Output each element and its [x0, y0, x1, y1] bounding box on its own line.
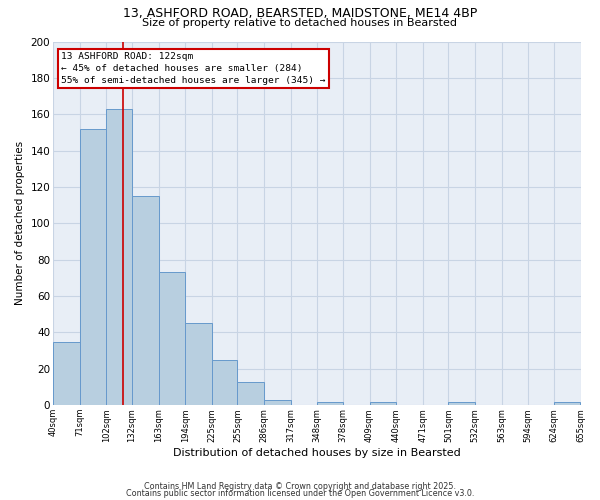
Bar — [448, 402, 475, 405]
Text: Contains HM Land Registry data © Crown copyright and database right 2025.: Contains HM Land Registry data © Crown c… — [144, 482, 456, 491]
Bar — [106, 109, 132, 405]
Text: Size of property relative to detached houses in Bearsted: Size of property relative to detached ho… — [143, 18, 458, 28]
Bar — [370, 402, 396, 405]
Bar — [132, 196, 158, 405]
Bar — [53, 342, 80, 405]
Text: 13, ASHFORD ROAD, BEARSTED, MAIDSTONE, ME14 4BP: 13, ASHFORD ROAD, BEARSTED, MAIDSTONE, M… — [123, 8, 477, 20]
Y-axis label: Number of detached properties: Number of detached properties — [15, 142, 25, 306]
Bar — [185, 324, 212, 405]
Text: 13 ASHFORD ROAD: 122sqm
← 45% of detached houses are smaller (284)
55% of semi-d: 13 ASHFORD ROAD: 122sqm ← 45% of detache… — [61, 52, 325, 85]
Bar — [158, 272, 185, 405]
Bar — [554, 402, 580, 405]
Bar — [80, 129, 106, 405]
X-axis label: Distribution of detached houses by size in Bearsted: Distribution of detached houses by size … — [173, 448, 461, 458]
Bar — [264, 400, 290, 405]
Bar — [238, 382, 264, 405]
Text: Contains public sector information licensed under the Open Government Licence v3: Contains public sector information licen… — [126, 489, 474, 498]
Bar — [317, 402, 343, 405]
Bar — [212, 360, 238, 405]
